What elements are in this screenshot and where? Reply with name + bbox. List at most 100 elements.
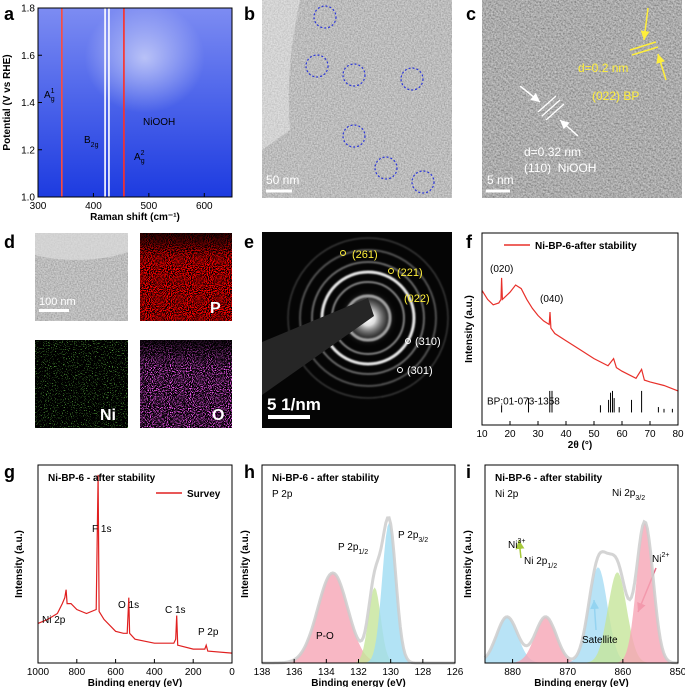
panel-label: a	[4, 4, 15, 24]
x-axis-label: Binding energy (eV)	[534, 678, 628, 687]
annotation: Ni3+	[508, 538, 525, 551]
x-tick-label: 60	[616, 429, 628, 440]
x-tick-label: 30	[532, 429, 544, 440]
x-tick-label: 50	[588, 429, 600, 440]
x-axis-label: Raman shift (cm⁻¹)	[90, 212, 180, 223]
chart-subtitle: Ni 2p	[495, 489, 519, 500]
annotation-sup: 2+	[661, 552, 669, 559]
x-tick-label: 80	[672, 429, 684, 440]
annotation: A1 g	[44, 88, 55, 103]
plot-frame	[37, 464, 233, 664]
annotation-sub: g	[141, 158, 145, 165]
annotation: (020)	[490, 264, 513, 275]
scale-bar-label: 5 1/nm	[267, 395, 321, 414]
annotation: Ni 2p	[42, 615, 66, 626]
panel-label: h	[244, 462, 255, 482]
scale-bar-label: 50 nm	[266, 173, 299, 187]
annotation-text: Ni	[652, 554, 661, 565]
map-label: P	[210, 300, 221, 317]
annotation: P-O	[316, 631, 334, 642]
annotation: P 2p3/2	[398, 530, 428, 544]
reference-label: BP:01-073-1358	[487, 396, 560, 407]
x-axis-label: Binding energy (eV)	[311, 678, 405, 687]
y-tick-label: 1.0	[21, 193, 35, 204]
legend-label: Survey	[187, 489, 221, 500]
x-tick-label: 800	[68, 667, 85, 678]
x-axis-label: Binding energy (eV)	[88, 678, 182, 687]
annotation: (040)	[540, 294, 563, 305]
x-tick-label: 300	[30, 201, 47, 212]
panel-label: i	[466, 462, 471, 482]
annotation-text: Ni 2p	[612, 488, 636, 499]
annotation: P 2p1/2	[338, 542, 368, 556]
y-axis-label: Intensity (a.u.)	[464, 295, 475, 363]
chart-title: Ni-BP-6 - after stability	[495, 473, 603, 484]
annotation-sub: 2g	[91, 142, 99, 149]
annotation: Ni 2p1/2	[524, 556, 557, 570]
legend-label: Ni-BP-6-after stability	[535, 241, 637, 252]
annotation-text: Ni	[508, 540, 517, 551]
eds-maps-d: 100 nm P Ni O	[35, 233, 232, 428]
y-tick-label: 1.8	[21, 4, 35, 15]
panel-label: e	[244, 232, 254, 252]
annotation: F 1s	[92, 524, 111, 535]
x-tick-label: 600	[196, 201, 213, 212]
annotation-sub: 3/2	[418, 537, 428, 544]
fit-component	[485, 616, 678, 663]
panel-label: f	[466, 232, 473, 252]
x-tick-label: 200	[185, 667, 202, 678]
x-tick-label: 130	[382, 667, 399, 678]
annotation-sup: 2	[141, 150, 145, 157]
annotation: C 1s	[165, 605, 186, 616]
chart-subtitle: P 2p	[272, 489, 293, 500]
data-line	[37, 474, 233, 654]
map-label: O	[212, 407, 224, 424]
x-tick-label: 70	[644, 429, 656, 440]
x-tick-label: 0	[229, 667, 235, 678]
chart-title: Ni-BP-6 - after stability	[48, 473, 156, 484]
heatmap-glow	[84, 3, 205, 113]
annotation-sub: 3/2	[635, 495, 645, 502]
annotation-sub: 1/2	[358, 549, 368, 556]
annotation: P 2p	[198, 627, 219, 638]
x-axis-label: 2θ (°)	[568, 440, 592, 451]
lattice-label: d=0.2 nm	[578, 61, 628, 75]
annotation-text: A	[134, 152, 141, 163]
annotation: B2g	[84, 135, 99, 149]
hrtem-image-c: d=0.2 nm (022) BP d=0.32 nm (110) NiOOH …	[482, 0, 682, 198]
panel-label: d	[4, 232, 15, 252]
annotation-text: B	[84, 135, 91, 146]
annotation-sup: 3+	[517, 538, 525, 545]
annotation: A2 g	[134, 150, 145, 165]
x-tick-label: 500	[141, 201, 158, 212]
annotation-text: A	[44, 90, 51, 101]
y-axis-label: Intensity (a.u.)	[463, 530, 474, 598]
y-tick-label: 1.2	[21, 145, 35, 156]
panel-label: c	[466, 4, 476, 24]
x-tick-label: 132	[350, 667, 367, 678]
x-tick-label: 10	[476, 429, 488, 440]
lattice-label: (110) NiOOH	[524, 161, 596, 175]
panel-label: g	[4, 462, 15, 482]
diffraction-label: (310)	[415, 336, 441, 348]
x-tick-label: 138	[254, 667, 271, 678]
x-tick-label: 870	[559, 667, 576, 678]
annotation-sub: 1/2	[547, 563, 557, 570]
x-tick-label: 126	[447, 667, 464, 678]
fit-envelope	[483, 519, 679, 665]
diffraction-label: (261)	[352, 249, 378, 261]
fit-component	[262, 573, 455, 663]
annotation: Satellite	[582, 635, 618, 646]
y-axis-label: Potential (V vs RHE)	[2, 54, 13, 150]
x-tick-label: 860	[615, 667, 632, 678]
x-tick-label: 40	[560, 429, 572, 440]
x-tick-label: 600	[107, 667, 124, 678]
tem-image-b: 50 nm	[262, 0, 452, 198]
x-tick-label: 128	[414, 667, 431, 678]
annotation-sup: 1	[51, 88, 55, 95]
x-tick-label: 400	[85, 201, 102, 212]
y-axis-label: Intensity (a.u.)	[14, 530, 25, 598]
fit-component	[485, 523, 678, 663]
lattice-label: d=0.32 nm	[524, 145, 581, 159]
